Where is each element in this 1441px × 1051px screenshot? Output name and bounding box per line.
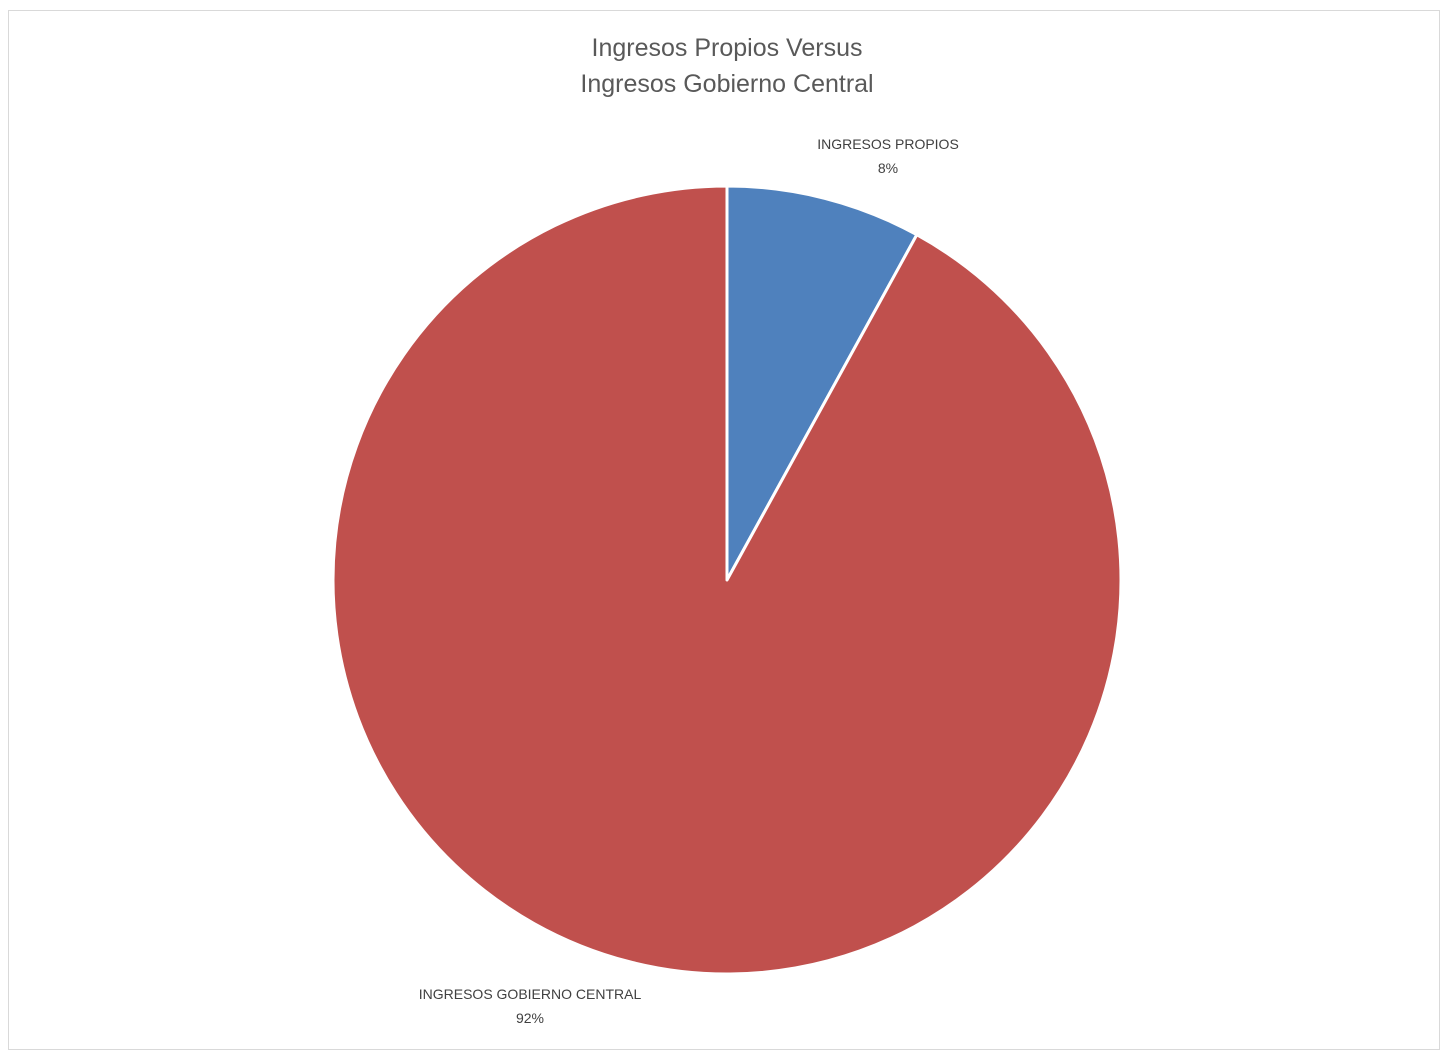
slice-label-name: INGRESOS GOBIERNO CENTRAL bbox=[419, 986, 642, 1002]
pie-slice-ingresos-propios bbox=[725, 184, 919, 582]
slice-label-name: INGRESOS PROPIOS bbox=[817, 136, 959, 152]
slice-label-percent: 92% bbox=[516, 1010, 544, 1026]
chart-title-line-1: Ingresos Propios Versus bbox=[592, 34, 863, 62]
slice-label-ingresos-gobierno-central: INGRESOS GOBIERNO CENTRAL 92% bbox=[419, 986, 642, 1026]
pie-slice-ingresos-gobierno-central bbox=[331, 184, 1123, 976]
slice-label-percent: 8% bbox=[878, 160, 898, 176]
pie-slices bbox=[331, 184, 1123, 976]
chart-title-line-2: Ingresos Gobierno Central bbox=[580, 70, 873, 98]
slice-label-ingresos-propios: INGRESOS PROPIOS 8% bbox=[817, 136, 959, 176]
